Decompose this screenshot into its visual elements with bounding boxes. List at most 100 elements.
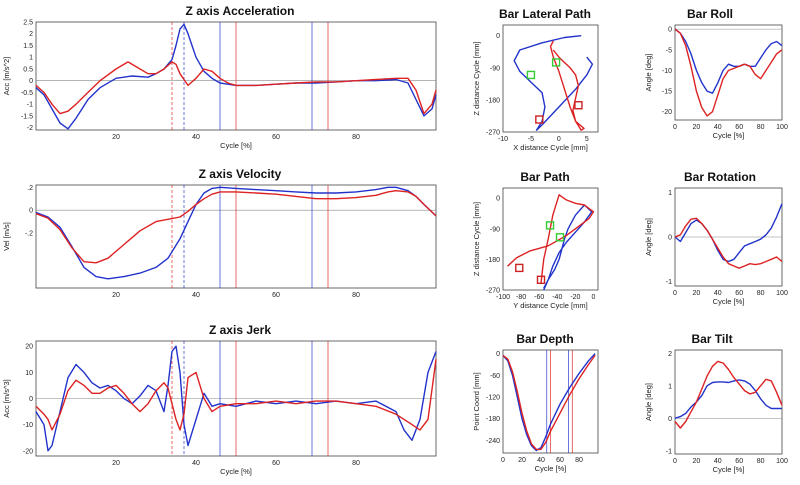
x-tick-label: 80: [352, 460, 360, 467]
chart-title: Bar Lateral Path: [499, 7, 591, 21]
x-tick-label: 20: [112, 134, 120, 141]
y-axis-label: Angle [deg]: [644, 383, 653, 421]
series-red: [674, 360, 783, 429]
marker-red: [515, 263, 524, 273]
y-tick-label: -270: [486, 130, 500, 137]
y-tick-label: -10: [23, 422, 33, 429]
x-tick-label: 20: [518, 457, 526, 464]
x-tick-label: 60: [735, 290, 743, 297]
chart-title: Z axis Jerk: [209, 323, 271, 337]
x-tick-label: 20: [693, 458, 701, 465]
x-tick-label: 0: [673, 290, 677, 297]
x-tick-label: 40: [714, 290, 722, 297]
x-tick-label: 0: [557, 136, 561, 143]
plot-frame: [502, 187, 599, 291]
x-tick-label: 40: [537, 457, 545, 464]
y-tick-label: 0: [496, 351, 500, 358]
y-axis-label: Acc [m/s^3]: [2, 379, 11, 418]
x-axis-label: Cycle [%]: [713, 131, 745, 140]
y-tick-label: 1.5: [23, 43, 33, 50]
chart-title: Z axis Velocity: [199, 167, 282, 181]
x-tick-label: 5: [585, 136, 589, 143]
x-tick-label: 60: [735, 458, 743, 465]
marker-red: [535, 115, 544, 124]
chart-title: Bar Depth: [516, 332, 573, 346]
x-tick-label: 0: [592, 294, 596, 301]
series-red: [549, 40, 585, 131]
plot-frame: [674, 24, 783, 121]
x-tick-label: 60: [272, 460, 280, 467]
x-tick-label: 40: [192, 460, 200, 467]
y-tick-label: -.2: [25, 231, 33, 238]
chart-z-vel: Z axis Velocity 20 40 60 80 .2 0 -.2 Vel [m/s]: [2, 167, 437, 299]
y-tick-label: -1.5: [21, 113, 33, 120]
y-axis-label: Vel [m/s]: [2, 222, 11, 251]
marker-green: [555, 233, 565, 242]
y-tick-label: -5: [666, 47, 672, 54]
series-red: [35, 61, 437, 115]
marker-green: [526, 70, 536, 80]
series-red: [35, 359, 437, 431]
y-tick-label: 2: [29, 31, 33, 38]
y-tick-label: -2: [27, 125, 33, 132]
series-blue: [674, 28, 783, 94]
x-axis-label: Y distance Cycle [mm]: [513, 301, 587, 310]
x-tick-label: -60: [534, 294, 544, 301]
series-red: [502, 354, 596, 451]
chart-title: Bar Rotation: [684, 170, 756, 184]
x-tick-label: 20: [693, 290, 701, 297]
x-axis-label: Cycle [%]: [535, 464, 567, 473]
y-tick-label: -20: [662, 109, 672, 116]
series-red: [35, 189, 437, 264]
x-axis-label: Cycle [%]: [713, 465, 745, 474]
x-axis-label: Cycle [%]: [220, 141, 252, 150]
x-tick-label: 60: [556, 457, 564, 464]
y-tick-label: -10: [662, 68, 672, 75]
x-tick-label: 100: [776, 290, 788, 297]
x-tick-label: 60: [735, 124, 743, 131]
y-tick-label: -1: [666, 448, 672, 455]
chart-z-jerk: Z axis Jerk 20 40 60 80 20 10 0 -10 -20 Cycle [%] A…: [2, 323, 437, 476]
x-tick-label: 80: [757, 124, 765, 131]
x-axis-label: X distance Cycle [mm]: [513, 143, 588, 152]
y-axis-label: Z distance Cycle [mm]: [472, 202, 481, 276]
y-tick-label: 1: [668, 383, 672, 390]
y-tick-label: -180: [486, 257, 500, 264]
y-axis-label: Z distance Cycle [mm]: [472, 41, 481, 115]
y-tick-label: .2: [27, 185, 33, 192]
x-tick-label: 80: [575, 457, 583, 464]
x-tick-label: 80: [352, 134, 360, 141]
x-tick-label: -40: [552, 294, 562, 301]
x-tick-label: 80: [757, 290, 765, 297]
chart-title: Bar Path: [520, 170, 569, 184]
chart-title: Bar Roll: [687, 7, 733, 21]
y-tick-label: 20: [25, 344, 33, 351]
marker-green: [545, 221, 555, 230]
y-tick-label: 0.5: [23, 66, 33, 73]
y-tick-label: -90: [490, 65, 500, 72]
y-tick-label: -180: [486, 97, 500, 104]
y-tick-label: -20: [23, 448, 33, 455]
y-tick-label: 2.5: [23, 20, 33, 27]
x-tick-label: 20: [693, 124, 701, 131]
x-tick-label: 80: [757, 458, 765, 465]
series-red: [674, 217, 783, 269]
series-blue: [35, 23, 437, 130]
y-tick-label: 1: [29, 55, 33, 62]
x-axis-label: Cycle [%]: [713, 297, 745, 306]
y-axis-label: Point Coord [mm]: [472, 372, 481, 430]
y-tick-label: -240: [486, 438, 500, 445]
y-axis-label: Acc [m/s^2]: [2, 57, 11, 96]
marker-red: [574, 101, 583, 110]
y-tick-label: -270: [486, 288, 500, 295]
x-tick-label: -10: [498, 136, 508, 143]
y-tick-label: 0: [668, 416, 672, 423]
x-tick-label: 100: [776, 458, 788, 465]
x-tick-label: 80: [352, 292, 360, 299]
y-tick-label: -1: [666, 279, 672, 286]
y-tick-label: -60: [490, 373, 500, 380]
